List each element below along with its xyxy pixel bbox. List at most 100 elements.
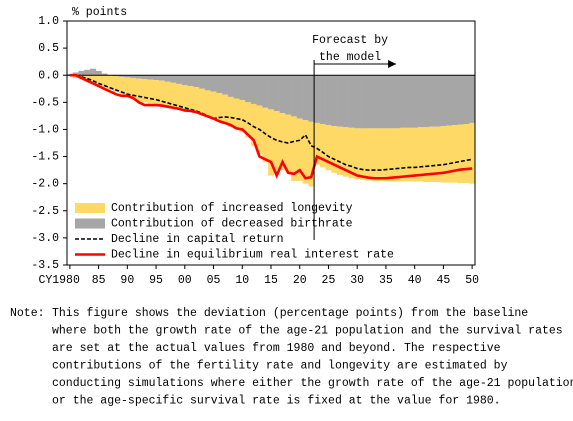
bar [446,125,453,183]
bar [153,75,160,81]
bar [72,72,79,76]
bar [417,127,424,182]
bar [417,75,424,128]
x-tick-label: CY1980 [38,274,80,287]
note-line: are set at the actual values from 1980 a… [52,342,501,355]
bar [78,70,85,76]
bar [273,111,280,172]
bar [135,78,143,102]
bar [440,75,447,127]
bar [469,75,476,123]
y-tick-label: -2.0 [31,178,59,191]
bar [285,114,292,173]
bar [130,77,137,99]
bar [365,128,372,181]
note-line: where both the growth rate of the age-21… [52,325,563,338]
bar [193,87,200,114]
bar [210,75,217,92]
note: Note: This figure shows the deviation (p… [10,307,573,408]
bar [406,127,413,182]
bar [325,75,332,126]
bar [193,75,200,88]
x-tick-label: 20 [293,274,307,287]
bar [216,93,223,122]
bar [147,79,154,104]
bar [457,75,464,125]
line-series [69,74,473,171]
bar [216,75,223,94]
bar [406,75,413,128]
bar [365,75,372,129]
legend-swatch [75,218,105,229]
y-tick-label: 0.0 [38,69,59,82]
bar [158,75,165,81]
bar [314,122,321,165]
bar [360,75,367,129]
bar [181,75,188,85]
bar [187,75,194,87]
bar [383,75,390,129]
y-tick-label: -1.5 [31,151,59,164]
bar [342,127,349,177]
bar [239,75,246,101]
bar [291,116,298,181]
y-tick-label: -2.5 [31,205,59,218]
bar [371,75,378,129]
bar [176,75,183,84]
bar [469,122,476,184]
bar [371,128,378,181]
bar [360,128,367,180]
bar [164,75,171,82]
bar [331,75,338,127]
bar [124,75,131,78]
bar [170,75,177,83]
bar [429,126,436,183]
bar [348,127,355,179]
bar [210,91,217,120]
bar [141,79,148,103]
bar [463,124,470,184]
bar [308,75,315,122]
x-tick-label: 25 [322,274,336,287]
bar [204,75,211,91]
legend-label: Contribution of increased longevity [111,202,353,215]
bar [337,126,344,175]
bar [429,75,436,127]
bar [331,126,338,173]
y-tick-label: -3.5 [31,259,59,272]
bar [314,75,321,123]
bar [377,128,384,181]
legend-label: Decline in equilibrium real interest rat… [111,249,394,262]
x-tick-label: 10 [235,274,249,287]
bar [411,127,418,182]
bar [239,100,246,133]
x-tick-label: 50 [465,274,479,287]
x-tick-label: 95 [149,274,163,287]
bar [245,102,252,138]
bar [204,90,211,118]
bar [233,75,240,99]
bar [383,128,390,182]
bar [135,75,143,79]
y-tick-label: 0.5 [38,42,59,55]
bar [377,75,384,129]
bar [354,128,361,180]
x-tick-label: 35 [379,274,393,287]
bar [394,128,401,182]
bar [302,120,309,184]
legend-swatch [75,203,105,213]
x-tick-label: 15 [264,274,278,287]
bar [130,75,137,78]
bar [112,75,120,77]
bar [434,126,441,183]
note-line: This figure shows the deviation (percent… [52,307,528,320]
bar [256,75,263,106]
y-axis-label: % points [72,6,127,19]
bar [101,75,108,88]
bar [141,75,148,80]
bar [250,75,257,104]
bar [279,113,286,171]
x-tick-label: 05 [207,274,221,287]
bar [176,83,183,109]
bar [118,76,125,95]
